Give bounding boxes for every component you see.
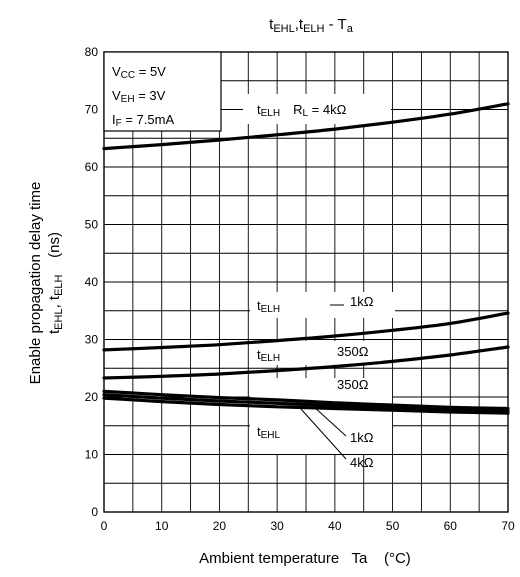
x-tick-label: 0 xyxy=(101,519,108,533)
y-tick-label: 50 xyxy=(85,218,99,232)
y-tick-label: 20 xyxy=(85,390,99,404)
label-4k-ehl: 4kΩ xyxy=(350,455,374,470)
label-bg-elh-4k xyxy=(243,94,391,124)
x-tick-label: 20 xyxy=(213,519,227,533)
label-elh-4k: tELH RL = 4kΩ xyxy=(257,102,347,119)
conditions-box xyxy=(103,51,222,132)
label-1k-ehl: 1kΩ xyxy=(350,430,374,445)
label-ehl: tEHL xyxy=(257,424,281,441)
label-350-elh: 350Ω xyxy=(337,344,369,359)
leader-1k xyxy=(312,405,347,437)
label-350-ehl: 350Ω xyxy=(337,377,369,392)
x-tick-label: 30 xyxy=(270,519,284,533)
tick-labels: 0 10 20 30 40 50 60 70 0 10 20 30 40 50 60 70 80 xyxy=(85,45,515,533)
x-axis-label: Ambient temperature Ta (°C) xyxy=(199,550,411,567)
series-line-3 xyxy=(102,389,510,411)
y-tick-label: 10 xyxy=(85,448,99,462)
series-line-1 xyxy=(102,311,510,352)
x-tick-label: 50 xyxy=(386,519,400,533)
label-elh-1k: tELH xyxy=(257,298,280,315)
chart-title: tEHL,tELH - Ta xyxy=(269,16,354,35)
label-1k-elh: 1kΩ xyxy=(350,294,374,309)
series-line-2 xyxy=(102,345,510,380)
label-bg-elh-1k xyxy=(250,292,395,318)
condition-if: IF = 7.5mA xyxy=(112,112,174,129)
y-axis-label-line1: Enable propagation delay time xyxy=(27,182,44,385)
x-tick-label: 70 xyxy=(501,519,515,533)
x-tick-label: 10 xyxy=(155,519,169,533)
x-tick-label: 60 xyxy=(444,519,458,533)
y-tick-label: 0 xyxy=(91,505,98,519)
y-tick-label: 70 xyxy=(85,103,99,117)
condition-vcc: VCC = 5V xyxy=(112,64,166,81)
label-bg-elh-350 xyxy=(250,341,392,365)
y-tick-label: 80 xyxy=(85,45,99,59)
y-tick-label: 40 xyxy=(85,275,99,289)
series-line-0 xyxy=(102,102,510,151)
series-group xyxy=(102,102,510,415)
y-tick-label: 30 xyxy=(85,333,99,347)
label-elh-350: tELH xyxy=(257,347,280,364)
y-axis-label-line2: tEHL, tELH (ns) xyxy=(46,232,65,334)
series-line-5 xyxy=(102,396,510,415)
label-bg-ehl xyxy=(250,378,392,454)
x-tick-label: 40 xyxy=(328,519,342,533)
y-tick-label: 60 xyxy=(85,160,99,174)
condition-veh: VEH = 3V xyxy=(112,88,166,105)
plot-frame xyxy=(103,51,509,513)
series-line-4 xyxy=(102,393,510,413)
leader-4k xyxy=(300,408,347,460)
